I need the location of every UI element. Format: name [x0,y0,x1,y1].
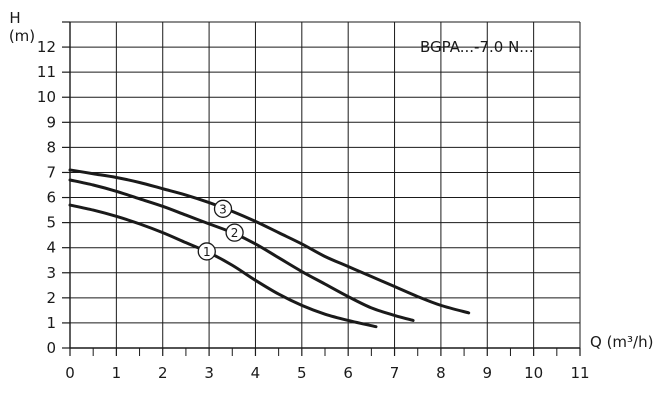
x-tick-label: 8 [436,364,446,382]
y-tick-label: 8 [46,138,56,156]
curve-2 [68,178,415,322]
grid [70,21,581,348]
y-tick-label: 9 [46,113,56,131]
curve-1 [68,203,378,329]
model-annotation: BGPA...-7.0 N... [420,38,534,56]
y-axis-unit: (m) [9,27,35,45]
x-tick-label: 0 [65,364,75,382]
y-tick-label: 12 [37,38,56,56]
y-tick-label: 1 [46,314,56,332]
y-tick-label: 3 [46,264,56,282]
x-axis-title: Q (m³/h) [590,333,653,351]
x-tick-label: 2 [158,364,168,382]
curve-badges: 1 23 [197,199,244,261]
curve-badge-circle-3 [213,199,233,218]
series-lines [68,168,471,329]
x-tick-label: 7 [390,364,400,382]
curve-badge-circle-2 [225,223,244,242]
y-tick-label: 4 [46,239,56,257]
curve-badge-circle-1 [197,242,216,261]
x-tick-label: 9 [482,364,492,382]
x-tick-label: 4 [251,364,261,382]
y-tick-label: 6 [46,189,56,207]
y-axis-title: H [9,9,20,27]
x-tick-label: 11 [570,364,589,382]
x-tick-label: 5 [297,364,307,382]
y-tick-label: 2 [46,289,56,307]
curve-badge-label-3: 3 [219,202,227,216]
y-tick-label: 10 [37,88,56,106]
x-tick-label: 1 [112,364,122,382]
curve-3 [68,168,471,315]
x-tick-label: 3 [204,364,214,382]
x-tick-label: 10 [524,364,543,382]
x-tick-label: 6 [343,364,353,382]
y-tick-label: 0 [46,339,56,357]
y-tick-label: 7 [46,163,56,181]
curve-badge-label-1: 1 [203,245,211,259]
y-tick-label: 5 [46,214,56,232]
curve-badge-label-2: 2 [231,226,239,240]
y-tick-label: 11 [37,63,56,81]
